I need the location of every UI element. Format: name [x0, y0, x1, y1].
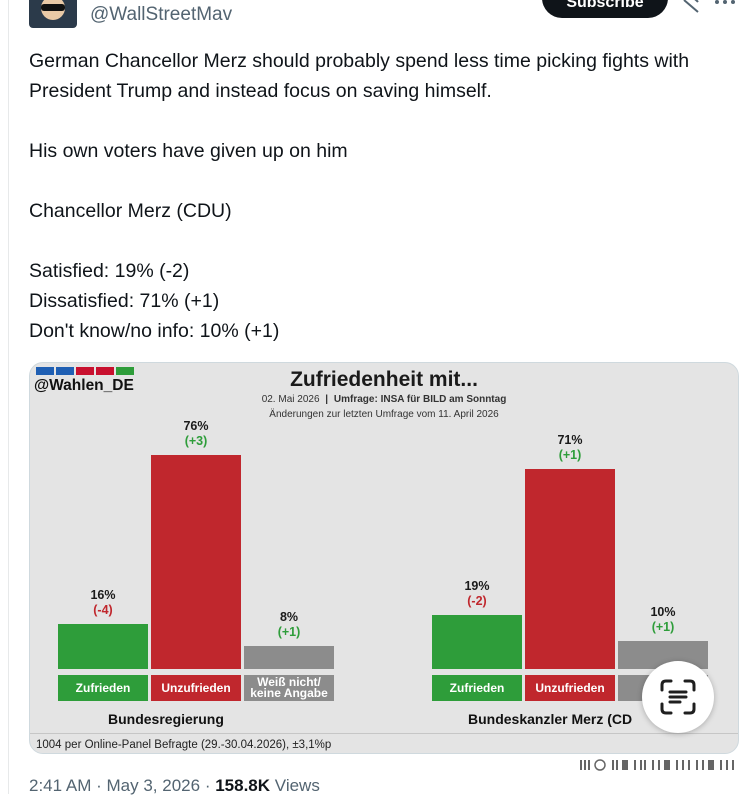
tweet-line: Chancellor Merz (CDU) — [29, 200, 232, 222]
category-label: Unzufrieden — [151, 675, 241, 701]
tweet-line: German Chancellor Merz should probably s… — [29, 50, 690, 102]
bar-value-label: 16% (-4) — [58, 588, 148, 618]
google-lens-button[interactable] — [642, 661, 714, 733]
bar-value-label: 10% (+1) — [618, 605, 708, 635]
bar-value-label: 8% (+1) — [244, 610, 334, 640]
logo-bar — [56, 367, 74, 375]
bar-change: (-4) — [93, 603, 113, 617]
category-label: Zufrieden — [58, 675, 148, 701]
category-label: Weiß nicht/keine Angabe — [244, 675, 334, 701]
tweet-line: Satisfied: 19% (-2) — [29, 260, 190, 282]
tweet-meta: 2:41 AM · May 3, 2026 · 158.8K Views — [29, 776, 320, 796]
logo-bar — [76, 367, 94, 375]
bar-change: (+3) — [184, 434, 208, 448]
avatar[interactable] — [29, 0, 77, 28]
tweet-line: Dissatisfied: 71% (+1) — [29, 290, 220, 312]
category-text: Zufrieden — [75, 680, 131, 695]
bar-change: (+1) — [651, 620, 675, 634]
bar-value-label: 71% (+1) — [525, 433, 615, 463]
bar-weißnicht-1 — [244, 646, 334, 669]
image-brand: @Wahlen_DE — [34, 377, 134, 394]
meta-dot: · — [96, 776, 102, 795]
subtitle-separator: | — [325, 394, 329, 405]
chart-subtitle: 02. Mai 2026 | Umfrage: INSA für BILD am… — [30, 394, 738, 405]
meta-dot: · — [204, 776, 211, 795]
group-label: Bundeskanzler Merz (CD — [468, 711, 633, 727]
bar-zufrieden-2 — [432, 615, 522, 669]
author-handle[interactable]: @WallStreetMav — [90, 4, 233, 25]
bar-zufrieden-1 — [58, 624, 148, 669]
category-text: Unzufrieden — [535, 680, 605, 695]
tweet-date[interactable]: May 3, 2026 — [106, 776, 201, 795]
wahlen-logo-bars — [36, 367, 134, 375]
tweet-image[interactable]: @Wahlen_DE Zufriedenheit mit... 02. Mai … — [29, 362, 739, 754]
watermark-icon — [580, 759, 734, 771]
bar-change: (-2) — [467, 594, 487, 608]
group-label: Bundesregierung — [108, 711, 224, 727]
bar-change: (+1) — [558, 448, 582, 462]
views-count: 158.8K — [215, 776, 271, 795]
more-options-icon[interactable] — [712, 0, 738, 12]
footnote-divider — [30, 733, 738, 734]
bar-unzufrieden-2 — [525, 469, 615, 669]
text-scan-icon — [660, 679, 696, 715]
logo-bar — [116, 367, 134, 375]
category-label: Zufrieden — [432, 675, 522, 701]
bar-value-label: 19% (-2) — [432, 579, 522, 609]
bar-value: 76% — [183, 419, 209, 433]
changes-note: Änderungen zur letzten Umfrage vom 11. A… — [269, 409, 499, 420]
bar-value: 71% — [557, 433, 583, 447]
bar-change: (+1) — [277, 625, 301, 639]
bar-unzufrieden-1 — [151, 455, 241, 669]
logo-bar — [36, 367, 54, 375]
tweet-text: German Chancellor Merz should probably s… — [29, 46, 734, 346]
logo-bar — [96, 367, 114, 375]
bar-value-label: 76% (+3) — [151, 419, 241, 449]
tweet-time[interactable]: 2:41 AM — [29, 776, 92, 795]
category-text: Weiß nicht/ — [257, 675, 321, 689]
tweet-line: Don't know/no info: 10% (+1) — [29, 320, 280, 342]
category-text: keine Angabe — [250, 686, 328, 700]
bar-value: 10% — [650, 605, 676, 619]
chart-title: Zufriedenheit mit... — [290, 368, 478, 391]
category-text: Zufrieden — [449, 680, 505, 695]
category-text: Unzufrieden — [161, 680, 231, 695]
left-divider — [8, 0, 9, 794]
views-label: Views — [274, 776, 320, 795]
bar-value: 16% — [90, 588, 116, 602]
poll-source: Umfrage: INSA für BILD am Sonntag — [333, 394, 507, 405]
bar-value: 8% — [279, 610, 299, 624]
tweet-line: His own voters have given up on him — [29, 140, 348, 162]
chart-footnote: 1004 per Online-Panel Befragte (29.-30.0… — [36, 739, 332, 751]
poll-date: 02. Mai 2026 — [261, 394, 320, 405]
grok-icon[interactable] — [680, 0, 702, 14]
subscribe-button[interactable]: Subscribe — [542, 0, 668, 18]
category-label: Unzufrieden — [525, 675, 615, 701]
avatar-sunglasses — [41, 4, 65, 11]
bar-value: 19% — [464, 579, 490, 593]
